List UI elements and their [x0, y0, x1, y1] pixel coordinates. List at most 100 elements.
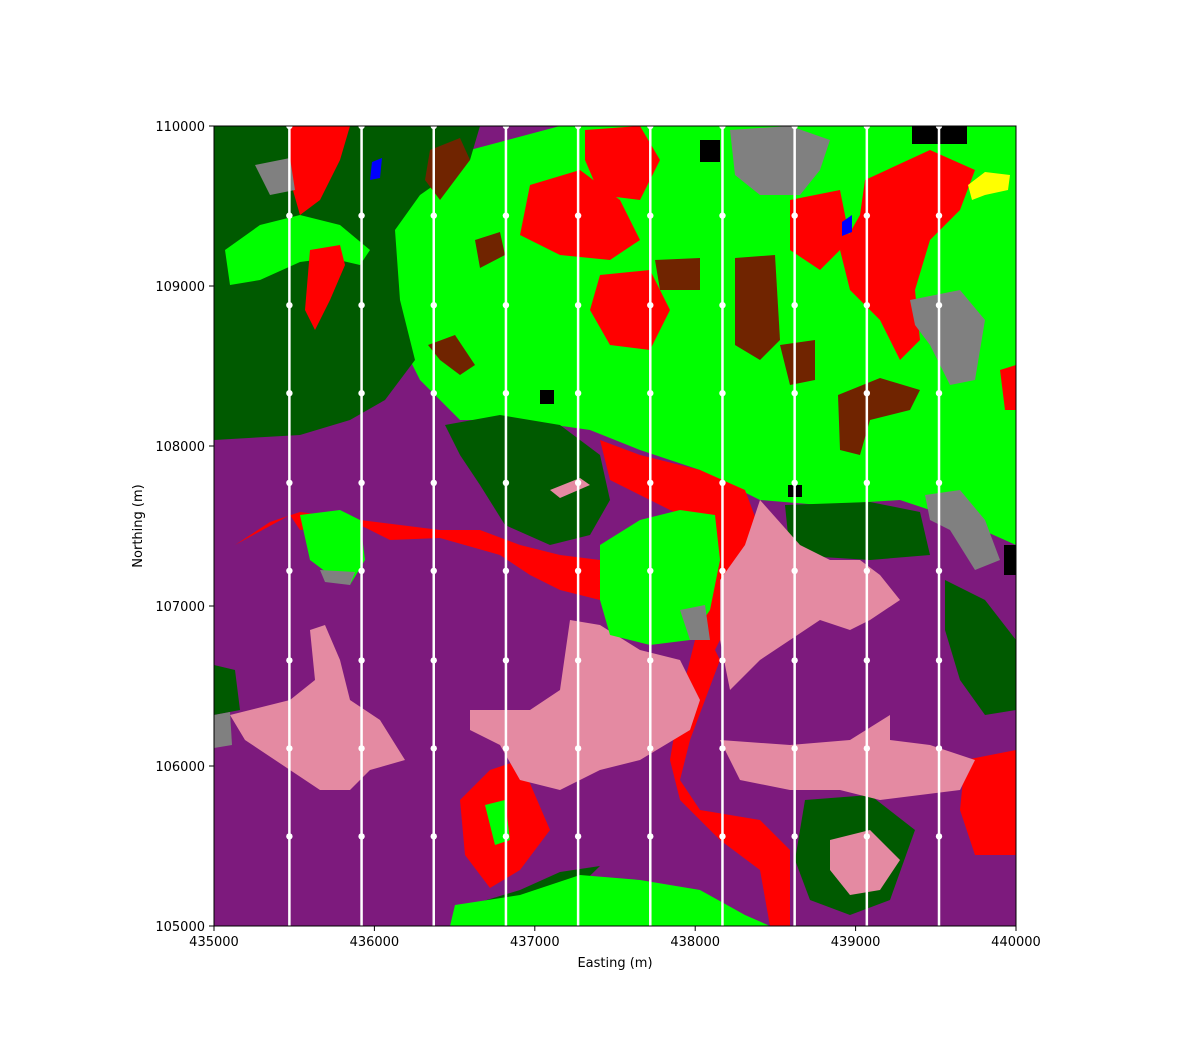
flight-line-sample-point: [863, 567, 871, 574]
land-cover-red-north-1: [290, 126, 350, 215]
flight-line-sample-point: [286, 657, 293, 664]
land-cover-red-west: [305, 245, 345, 330]
land-cover-pink-central: [470, 620, 700, 790]
flight-line-sample-point: [358, 567, 365, 574]
flight-line-sample-point: [719, 212, 726, 219]
flight-line-sample-point: [863, 212, 871, 219]
y-axis-ticks: 105000 106000 107000 108000 109000 110000: [155, 120, 214, 935]
flight-line-sample-point: [791, 212, 798, 219]
flight-line-sample-point: [791, 390, 798, 397]
flight-line-sample-point: [935, 745, 943, 752]
land-cover-dark-green-east: [785, 502, 930, 560]
flight-line-sample-point: [791, 479, 798, 486]
land-cover-black-5: [1004, 545, 1016, 575]
flight-line-sample-point: [358, 479, 365, 486]
y-tick-label: 110000: [155, 120, 205, 135]
flight-line-sample-point: [502, 657, 510, 664]
flight-line-sample-point: [935, 479, 943, 486]
land-cover-blue-1: [370, 158, 382, 180]
flight-line-sample-point: [502, 390, 510, 397]
land-cover-red-east: [790, 190, 850, 270]
land-cover-dark-green-southeast: [945, 580, 1016, 715]
flight-line-sample-point: [935, 302, 943, 309]
land-cover-red-stream-south: [670, 620, 790, 926]
flight-line-sample-point: [286, 390, 293, 397]
flight-line-sample-point: [430, 126, 437, 130]
flight-line-sample-point: [647, 567, 654, 574]
flight-line-sample-point: [286, 302, 293, 309]
land-cover-pink-south: [830, 830, 900, 895]
y-tick-label: 108000: [155, 440, 205, 455]
y-tick-label: 106000: [155, 760, 205, 775]
land-cover-pink-southeast: [720, 715, 975, 800]
land-cover-gray-small: [320, 570, 355, 585]
flight-line-sample-point: [719, 833, 726, 840]
flight-line-sample-point: [647, 390, 654, 397]
flight-line-sample-point: [502, 479, 510, 486]
flight-line-sample-point: [286, 126, 293, 130]
flight-line-sample-point: [358, 212, 365, 219]
land-cover-brown-4: [475, 232, 505, 268]
flight-line-sample-point: [430, 390, 437, 397]
flight-line-sample-point: [647, 479, 654, 486]
land-cover-blue-2: [842, 215, 852, 236]
flight-line-sample-point: [719, 126, 726, 130]
flight-line-sample-point: [935, 126, 943, 130]
flight-line-sample-point: [430, 302, 437, 309]
flight-line-sample-point: [791, 302, 798, 309]
x-tick-label: 435000: [189, 935, 239, 950]
flight-line-sample-point: [791, 745, 798, 752]
flight-line-sample-point: [358, 745, 365, 752]
flight-line-sample-point: [574, 302, 582, 309]
flight-line-sample-point: [647, 212, 654, 219]
flight-line-sample-point: [935, 390, 943, 397]
flight-line-sample-point: [502, 126, 510, 130]
flight-line-sample-point: [286, 567, 293, 574]
flight-line-sample-point: [286, 745, 293, 752]
flight-line-sample-point: [647, 745, 654, 752]
land-cover-dark-green-northwest: [214, 126, 480, 440]
land-cover-gray-river: [680, 605, 710, 640]
y-tick-label: 107000: [155, 600, 205, 615]
land-cover-brown-6: [780, 340, 815, 385]
flight-line-sample-point: [286, 212, 293, 219]
land-cover-red-corridor: [235, 512, 700, 620]
flight-line-sample-point: [502, 745, 510, 752]
land-cover-bright-green-south: [450, 875, 770, 926]
land-cover-brown-1: [735, 255, 780, 360]
flight-line-sample-point: [935, 833, 943, 840]
land-cover-red-north-3: [585, 126, 660, 200]
land-cover-brown-3: [425, 138, 470, 200]
flight-line-sample-point: [863, 479, 871, 486]
land-cover-yellow: [968, 172, 1010, 200]
y-tick-label: 109000: [155, 280, 205, 295]
flight-line-sample-point: [286, 833, 293, 840]
flight-line-sample-point: [574, 126, 582, 130]
flight-line-sample-point: [574, 745, 582, 752]
land-cover-black-2: [700, 140, 720, 162]
flight-line-sample-point: [502, 212, 510, 219]
x-tick-label: 437000: [510, 935, 560, 950]
flight-line-sample-point: [719, 390, 726, 397]
land-cover-gray-west-edge: [214, 712, 232, 748]
x-axis-ticks: 435000 436000 437000 438000 439000 440000: [189, 926, 1041, 950]
flight-line-sample-point: [719, 567, 726, 574]
flight-line-sample-point: [647, 833, 654, 840]
flight-line-sample-point: [791, 126, 798, 130]
flight-line-sample-point: [935, 657, 943, 664]
land-cover-dark-green-west-edge: [214, 665, 240, 715]
flight-line-sample-point: [935, 567, 943, 574]
land-cover-brown-2: [838, 378, 920, 455]
flight-line-sample-point: [574, 657, 582, 664]
y-axis-label: Northing (m): [131, 484, 146, 567]
land-cover-brown-7: [655, 258, 700, 290]
land-cover-bright-green-small: [485, 800, 510, 845]
x-tick-label: 440000: [991, 935, 1041, 950]
flight-line-sample-point: [358, 833, 365, 840]
land-cover-dark-green-central: [445, 415, 610, 545]
flight-line-sample-point: [863, 302, 871, 309]
flight-line-sample-point: [358, 302, 365, 309]
flight-line-sample-point: [574, 390, 582, 397]
flight-line-sample-point: [358, 390, 365, 397]
x-axis-label: Easting (m): [577, 956, 652, 971]
